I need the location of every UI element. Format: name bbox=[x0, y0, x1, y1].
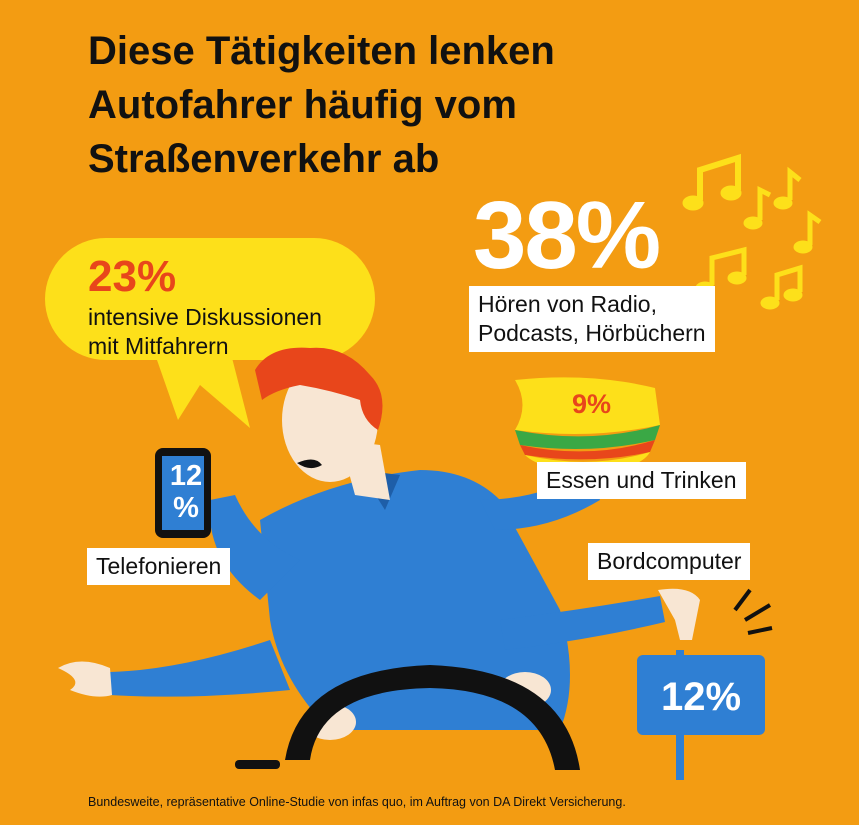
phone-icon bbox=[155, 448, 211, 538]
speech-bubble bbox=[45, 238, 375, 428]
discussion-percent: 23% bbox=[88, 252, 177, 301]
phone-percent-sign: % bbox=[173, 492, 199, 524]
phone-percent: 12 % bbox=[163, 460, 209, 524]
board-computer-percent: 12% bbox=[660, 675, 742, 719]
title-line-2: Autofahrer häufig vom bbox=[88, 83, 517, 127]
eating-percent: 9% bbox=[572, 389, 612, 419]
phone-label: Telefonieren bbox=[87, 548, 231, 585]
phone-percent-number: 12 bbox=[169, 460, 203, 492]
discussion-label: intensive Diskussionen mit Mitfahrern bbox=[88, 303, 322, 361]
title-line-1: Diese Tätigkeiten lenken bbox=[88, 29, 555, 73]
page-title: Diese Tätigkeiten lenken Autofahrer häuf… bbox=[88, 24, 648, 186]
title-line-3: Straßenverkehr ab bbox=[88, 137, 440, 181]
radio-percent: 38% bbox=[473, 182, 661, 289]
footer-source: Bundesweite, repräsentative Online-Studi… bbox=[88, 795, 626, 809]
discussion-label-line-1: intensive Diskussionen bbox=[88, 304, 322, 330]
radio-label: Hören von Radio, Podcasts, Hörbüchern bbox=[469, 286, 715, 352]
discussion-label-line-2: mit Mitfahrern bbox=[88, 333, 229, 359]
board-computer-label: Bordcomputer bbox=[588, 543, 751, 580]
board-computer-sign bbox=[637, 650, 765, 780]
radio-label-line-2: Podcasts, Hörbüchern bbox=[478, 320, 706, 346]
radio-label-line-1: Hören von Radio, bbox=[478, 291, 657, 317]
eating-label: Essen und Trinken bbox=[537, 462, 746, 499]
alert-lines-icon bbox=[733, 588, 773, 635]
driver-figure bbox=[58, 347, 700, 770]
